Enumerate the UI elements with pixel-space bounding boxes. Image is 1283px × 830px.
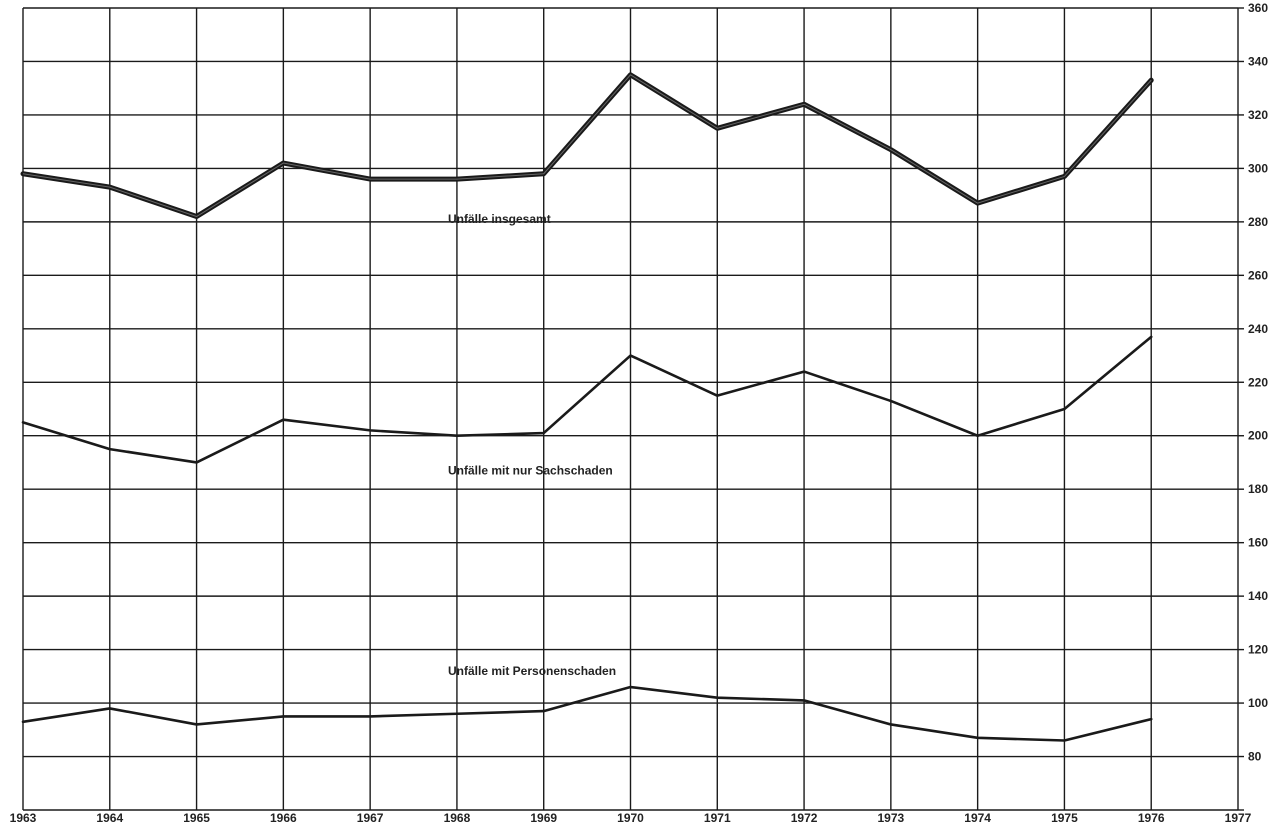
x-tick-label: 1972	[791, 811, 818, 825]
x-axis-tick-labels: 1963 1964 1965 1966 1967 1968 1969 1970 1971 1972…	[10, 811, 1252, 825]
x-tick-label: 1964	[96, 811, 123, 825]
x-tick-label: 1976	[1138, 811, 1165, 825]
series-lines	[20, 72, 1154, 742]
y-tick-label: 260	[1248, 268, 1268, 282]
x-tick-label: 1977	[1225, 811, 1252, 825]
y-tick-label: 140	[1248, 589, 1268, 603]
series-line-2	[21, 335, 1153, 464]
x-tick-label: 1963	[10, 811, 37, 825]
series-line-1-highlight	[22, 74, 1152, 218]
y-tick-label: 340	[1248, 54, 1268, 68]
y-tick-label: 320	[1248, 108, 1268, 122]
x-tick-label: 1968	[444, 811, 471, 825]
y-tick-label: 240	[1248, 322, 1268, 336]
x-tick-label: 1965	[183, 811, 210, 825]
y-tick-label: 100	[1248, 696, 1268, 710]
y-tick-label: 360	[1248, 1, 1268, 15]
y-tick-label: 120	[1248, 643, 1268, 657]
series-label-3: Unfälle mit Personenschaden	[448, 664, 616, 678]
y-axis-tick-labels: 80 100 120 140 160 180 200 220 240 260 280 300 320 34…	[1248, 1, 1268, 764]
x-tick-label: 1966	[270, 811, 297, 825]
y-tick-label: 80	[1248, 750, 1262, 764]
x-tick-label: 1973	[878, 811, 905, 825]
y-tick-label: 220	[1248, 375, 1268, 389]
series-line-1	[20, 72, 1154, 220]
y-tick-label: 180	[1248, 482, 1268, 496]
x-tick-label: 1971	[704, 811, 731, 825]
y-tick-label: 280	[1248, 215, 1268, 229]
series-label-1: Unfälle insgesamt	[448, 212, 551, 226]
y-tick-label: 160	[1248, 536, 1268, 550]
series-label-2: Unfälle mit nur Sachschaden	[448, 463, 613, 477]
x-tick-label: 1969	[530, 811, 557, 825]
y-tick-label: 300	[1248, 161, 1268, 175]
x-tick-label: 1970	[617, 811, 644, 825]
x-tick-label: 1975	[1051, 811, 1078, 825]
series-line-3	[21, 685, 1153, 742]
x-tick-label: 1967	[357, 811, 384, 825]
series-labels: Unfälle insgesamt Unfälle mit nur Sachsch…	[448, 212, 616, 678]
x-tick-label: 1974	[964, 811, 991, 825]
y-tick-label: 200	[1248, 429, 1268, 443]
